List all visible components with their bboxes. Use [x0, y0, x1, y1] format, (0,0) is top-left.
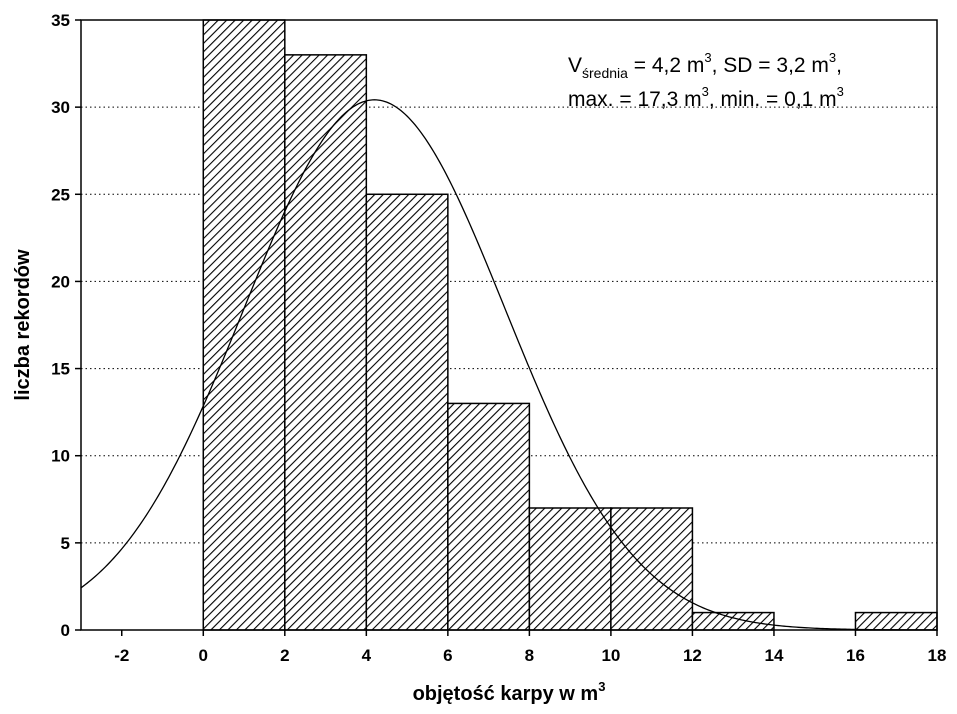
bar-4 — [528, 507, 612, 631]
x-tick-label-8: 14 — [764, 646, 783, 665]
x-tick-label-0: -2 — [114, 646, 129, 665]
normal-fit-curve — [81, 99, 937, 630]
y-tick-label-0: 0 — [61, 621, 70, 640]
x-tick-label-6: 10 — [601, 646, 620, 665]
y-tick-label-2: 10 — [51, 447, 70, 466]
y-tick-label-5: 25 — [51, 185, 70, 204]
x-tick-label-5: 8 — [525, 646, 534, 665]
y-tick-label-7: 35 — [51, 11, 70, 30]
x-tick-label-7: 12 — [683, 646, 702, 665]
x-tick-label-1: 0 — [199, 646, 208, 665]
y-tick-label-1: 5 — [61, 534, 70, 553]
y-tick-label-3: 15 — [51, 360, 70, 379]
bar-1 — [284, 54, 368, 631]
x-tick-label-2: 2 — [280, 646, 289, 665]
axis-ticks: -2 0 2 4 6 8 10 12 14 16 18 0 5 10 15 20 25 30 35 — [51, 11, 946, 665]
x-tick-label-10: 18 — [928, 646, 947, 665]
histogram-bars — [202, 19, 938, 631]
y-tick-label-6: 30 — [51, 98, 70, 117]
x-axis-title: objętość karpy w m3 — [413, 679, 606, 705]
y-tick-label-4: 20 — [51, 272, 70, 291]
stats-annotation: Vśrednia = 4,2 m3, SD = 3,2 m3, max. = 1… — [568, 50, 844, 111]
x-tick-label-3: 4 — [362, 646, 372, 665]
bar-6 — [691, 611, 775, 631]
bar-5 — [610, 507, 694, 631]
stats-line-2: max. = 17,3 m3, min. = 0,1 m3 — [568, 84, 844, 111]
bar-0 — [202, 19, 286, 631]
bar-8 — [854, 611, 938, 631]
bar-2 — [365, 193, 449, 631]
stats-line-1: Vśrednia = 4,2 m3, SD = 3,2 m3, — [568, 50, 842, 81]
y-axis-title: liczba rekordów — [12, 249, 34, 401]
bar-3 — [447, 402, 531, 631]
plot-frame — [80, 19, 938, 631]
x-tick-label-4: 6 — [443, 646, 452, 665]
x-tick-label-9: 16 — [846, 646, 865, 665]
